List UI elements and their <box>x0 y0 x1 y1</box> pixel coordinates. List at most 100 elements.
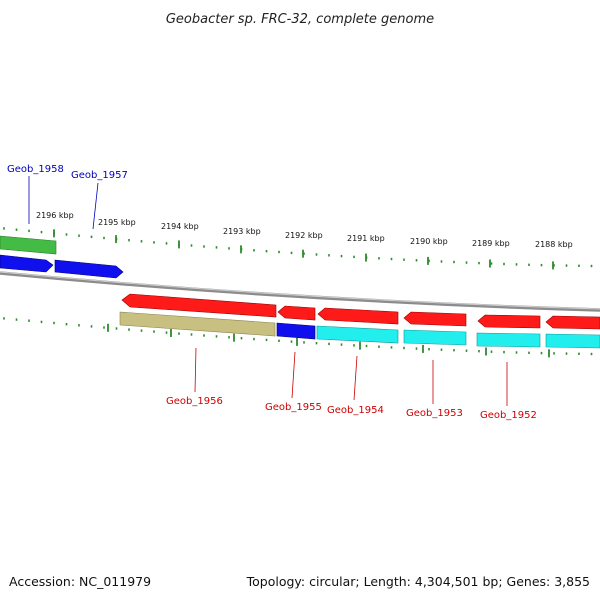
map-title: Geobacter sp. FRC-32, complete genome <box>166 12 434 27</box>
genome-backbone <box>0 271 600 312</box>
label-geob-1954: Geob_1954 <box>327 405 384 416</box>
scale-upper-minor-tick <box>490 262 493 265</box>
scale-lower-minor-tick <box>403 346 405 350</box>
scale-lower-minor-tick <box>265 338 268 342</box>
scale-upper-minor-tick <box>528 263 530 266</box>
scale-upper-minor-tick <box>315 253 318 256</box>
scale-lower-minor-tick <box>453 349 455 352</box>
scale-lower-major-tick <box>422 344 424 353</box>
scale-lower-minor-tick <box>315 342 318 345</box>
gene-geob-1957[interactable] <box>54 259 124 279</box>
leader-geob-1956 <box>194 347 197 393</box>
leader-geob-1957 <box>92 182 99 230</box>
gene-red-6[interactable] <box>545 315 600 330</box>
scale-upper-minor-tick <box>65 233 68 236</box>
gene-geob-1953[interactable] <box>403 329 467 346</box>
scale-lower-minor-tick <box>190 333 193 336</box>
scale-upper-minor-tick <box>278 250 280 254</box>
gene-red-5[interactable] <box>477 314 541 329</box>
scale-lower-minor-tick <box>353 344 355 347</box>
scale-upper-minor-tick <box>303 252 305 255</box>
scale-lower-major-tick <box>359 341 361 350</box>
scale-lower-minor-tick <box>128 328 130 331</box>
scale-upper-minor-tick <box>128 239 130 242</box>
label-geob-1957: Geob_1957 <box>71 170 128 181</box>
forward-label-leaders <box>28 176 99 230</box>
scale-lower-minor-tick <box>203 334 205 337</box>
gene-red-1[interactable] <box>121 293 277 318</box>
scale-upper-minor-tick <box>253 249 255 252</box>
genome-summary-text: Topology: circular; Length: 4,304,501 bp… <box>246 574 590 589</box>
scale-lower-major-tick <box>485 347 487 356</box>
gene-geob-1956[interactable] <box>119 311 276 337</box>
gene-geob-1952[interactable] <box>476 332 541 348</box>
genome-backbone-highlight <box>0 271 600 310</box>
scale-lower-minor-tick <box>478 350 480 353</box>
scale-lower-minor-tick <box>340 343 343 346</box>
scale-upper-minor-tick <box>228 247 230 250</box>
scale-upper-minor-tick <box>565 264 568 267</box>
scale-track-lower <box>3 317 593 358</box>
tick-label-2196: 2196 kbp <box>36 211 74 220</box>
gene-geob-1958[interactable] <box>0 254 54 273</box>
scale-upper-minor-tick <box>340 254 343 258</box>
scale-lower-minor-tick <box>440 348 443 351</box>
scale-lower-minor-tick <box>115 327 118 330</box>
reverse-label-leaders <box>194 347 508 406</box>
scale-lower-minor-tick <box>103 326 105 329</box>
scale-lower-minor-tick <box>415 347 418 350</box>
scale-lower-minor-tick <box>28 319 30 322</box>
gene-red-3[interactable] <box>317 307 399 325</box>
scale-lower-minor-tick <box>328 342 330 346</box>
scale-lower-minor-tick <box>528 351 530 354</box>
scale-lower-minor-tick <box>590 352 593 356</box>
gene-cyan-partial[interactable] <box>545 333 600 349</box>
scale-lower-minor-tick <box>553 352 555 355</box>
scale-upper-major-tick <box>365 253 367 262</box>
scale-lower-minor-tick <box>303 341 305 344</box>
scale-upper-major-tick <box>552 261 554 270</box>
scale-lower-minor-tick <box>365 344 368 348</box>
scale-lower-major-tick <box>107 323 109 332</box>
gene-geob-1955[interactable] <box>276 322 316 340</box>
reverse-genes-lower <box>119 311 600 349</box>
scale-upper-minor-tick <box>140 240 143 243</box>
scale-upper-major-tick <box>178 240 180 249</box>
scale-upper-major-tick <box>489 259 491 268</box>
accession-text: Accession: NC_011979 <box>9 574 151 589</box>
scale-lower-minor-tick <box>290 340 293 343</box>
tick-label-2192: 2192 kbp <box>285 231 323 240</box>
scale-lower-minor-tick <box>490 350 493 353</box>
scale-lower-minor-tick <box>165 331 168 334</box>
scale-lower-minor-tick <box>278 339 280 342</box>
scale-upper-minor-tick <box>503 262 505 266</box>
scale-lower-minor-tick <box>178 332 180 335</box>
scale-upper-minor-tick <box>553 264 555 267</box>
label-geob-1952: Geob_1952 <box>480 410 537 421</box>
scale-upper-minor-tick <box>590 264 593 268</box>
gene-green-partial[interactable] <box>0 235 57 255</box>
scale-lower-minor-tick <box>40 320 43 324</box>
scale-lower-major-tick <box>548 349 550 358</box>
scale-upper-minor-tick <box>103 236 105 240</box>
tick-label-2193: 2193 kbp <box>223 227 261 236</box>
scale-upper-major-tick <box>302 249 304 258</box>
scale-lower-minor-tick <box>378 345 380 348</box>
scale-lower-minor-tick <box>253 337 255 341</box>
label-geob-1958: Geob_1958 <box>7 164 64 175</box>
scale-upper-minor-tick <box>40 230 43 234</box>
gene-geob-1954[interactable] <box>316 325 399 344</box>
gene-red-4[interactable] <box>403 311 467 327</box>
scale-upper-minor-tick <box>478 261 480 265</box>
scale-lower-minor-tick <box>240 337 243 340</box>
scale-lower-minor-tick <box>3 317 5 320</box>
scale-upper-minor-tick <box>190 244 193 247</box>
scale-lower-minor-tick <box>78 324 80 327</box>
gene-red-2[interactable] <box>277 305 316 321</box>
scale-lower-minor-tick <box>153 330 155 333</box>
scale-upper-minor-tick <box>265 250 268 253</box>
scale-upper-major-tick <box>427 256 429 265</box>
scale-upper-minor-tick <box>415 259 418 262</box>
tick-label-2188: 2188 kbp <box>535 240 573 249</box>
